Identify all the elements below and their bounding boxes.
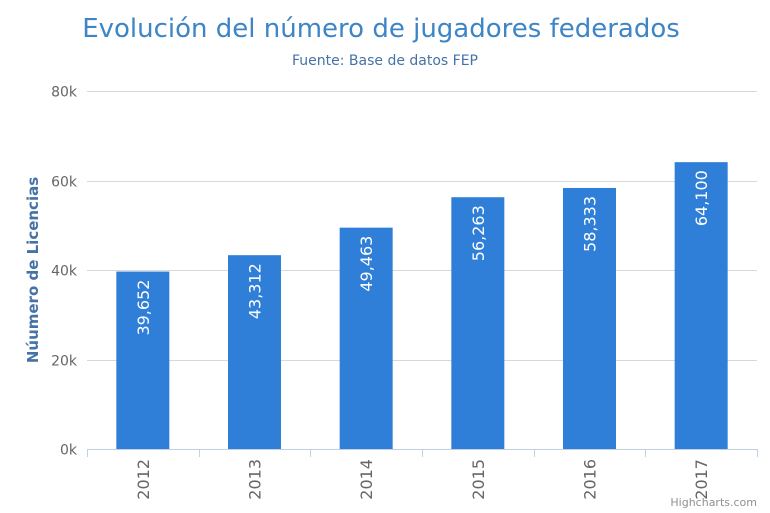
bar-2012[interactable] — [116, 271, 170, 449]
data-label: 39,652 — [134, 280, 153, 336]
x-tick-label: 2016 — [581, 459, 600, 500]
bar-2015[interactable] — [451, 197, 505, 449]
bar-2017[interactable] — [674, 162, 728, 449]
data-label: 43,312 — [246, 263, 265, 319]
data-label: 56,263 — [469, 205, 488, 261]
x-tick-label: 2012 — [134, 459, 153, 500]
chart-subtitle: Fuente: Base de datos FEP — [292, 53, 478, 69]
y-tick-label: 60k — [51, 175, 78, 191]
y-tick-label: 80k — [51, 85, 78, 101]
credits-link[interactable]: Highcharts.com — [670, 496, 757, 509]
data-label: 49,463 — [357, 236, 376, 292]
x-axis: 2012 2013 2014 2015 2016 2017 — [87, 449, 758, 500]
data-labels: 39,652 43,312 49,463 56,263 58,333 64,100 — [134, 170, 711, 335]
x-tick-label: 2015 — [469, 459, 488, 500]
y-tick-label: 40k — [51, 264, 78, 280]
bar-2016[interactable] — [563, 187, 616, 449]
bars — [116, 162, 728, 449]
bar-2014[interactable] — [339, 227, 393, 449]
y-axis-title: Núumero de Licencias — [24, 177, 42, 363]
y-axis-ticks: 0k 20k 40k 60k 80k — [51, 85, 78, 459]
bar-2013[interactable] — [228, 255, 281, 449]
x-tick-label: 2014 — [357, 459, 376, 500]
y-tick-label: 0k — [60, 443, 78, 459]
data-label: 64,100 — [692, 170, 711, 226]
y-tick-label: 20k — [51, 354, 78, 370]
x-tick-label: 2017 — [692, 459, 711, 500]
gridlines — [87, 91, 757, 361]
chart-title: Evolución del número de jugadores federa… — [82, 14, 680, 44]
x-tick-label: 2013 — [246, 459, 265, 500]
data-label: 58,333 — [581, 196, 600, 252]
